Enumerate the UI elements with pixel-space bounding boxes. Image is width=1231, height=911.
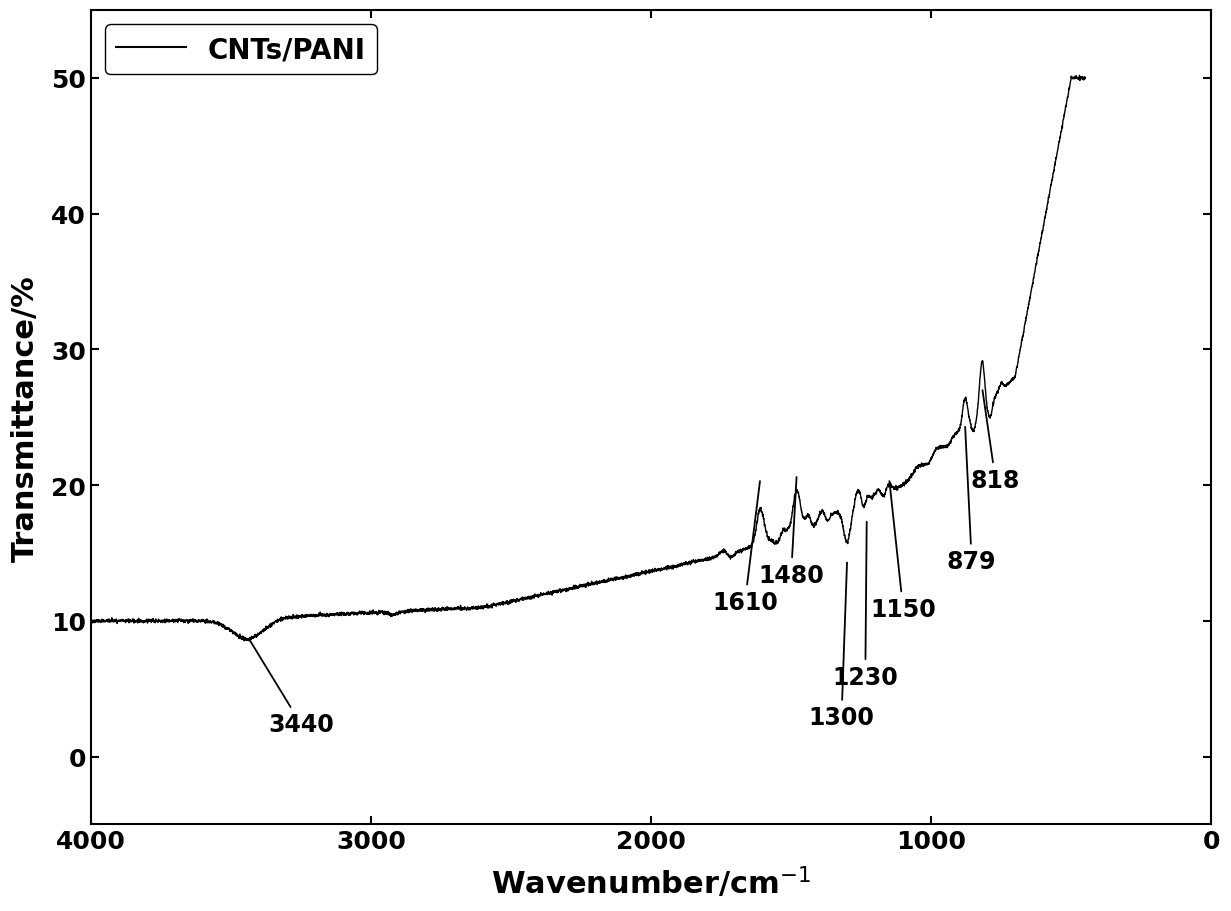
Text: 1230: 1230 (832, 522, 899, 689)
Text: 879: 879 (947, 427, 996, 574)
Y-axis label: Transmittance/%: Transmittance/% (11, 274, 41, 561)
Text: 1150: 1150 (870, 482, 936, 621)
Text: 1300: 1300 (809, 563, 874, 730)
Text: 818: 818 (971, 391, 1020, 492)
Text: 3440: 3440 (250, 640, 334, 736)
Text: 1480: 1480 (758, 477, 824, 588)
Legend: CNTs/PANI: CNTs/PANI (105, 25, 377, 75)
X-axis label: Wavenumber/cm$^{-1}$: Wavenumber/cm$^{-1}$ (491, 865, 811, 900)
Text: 1610: 1610 (712, 482, 778, 614)
